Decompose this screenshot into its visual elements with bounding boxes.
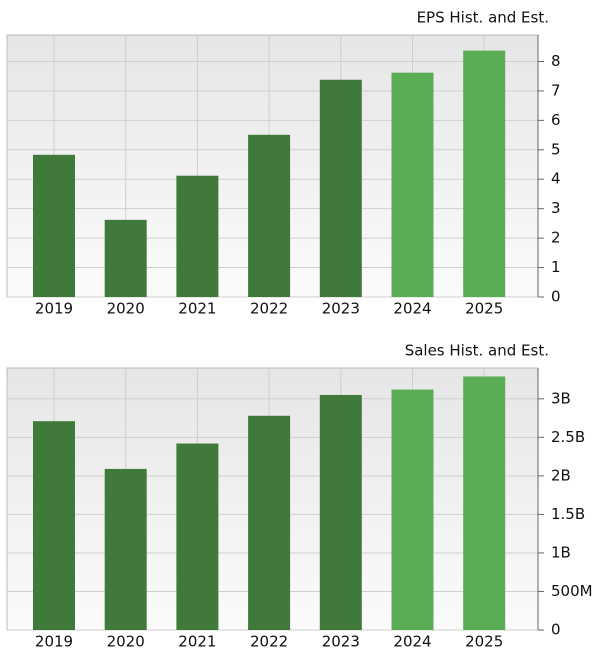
x-tick-label: 2019 [35, 633, 73, 651]
bar [391, 389, 434, 630]
x-tick-label: 2021 [178, 300, 216, 318]
bar [248, 134, 291, 297]
x-tick-label: 2023 [322, 300, 360, 318]
x-tick-label: 2024 [393, 300, 431, 318]
y-tick-label: 3 [551, 199, 561, 217]
y-tick-label: 1.5B [551, 505, 585, 523]
bar [319, 79, 362, 298]
bar [176, 175, 219, 297]
bar [391, 72, 434, 297]
y-tick-label: 2B [551, 466, 571, 484]
chart-title: EPS Hist. and Est. [417, 9, 549, 27]
bar [463, 376, 506, 630]
bar [463, 50, 506, 297]
bar [104, 219, 147, 297]
bar [319, 394, 362, 630]
x-tick-label: 2020 [107, 300, 145, 318]
y-tick-label: 6 [551, 111, 561, 129]
x-tick-label: 2022 [250, 300, 288, 318]
x-tick-label: 2023 [322, 633, 360, 651]
y-tick-label: 3B [551, 389, 571, 407]
bar [33, 154, 75, 297]
y-tick-label: 2.5B [551, 428, 585, 446]
y-tick-label: 7 [551, 81, 561, 99]
y-tick-label: 4 [551, 170, 561, 188]
y-tick-label: 0 [551, 621, 561, 639]
y-tick-label: 1B [551, 543, 571, 561]
bar [248, 415, 291, 630]
x-tick-label: 2020 [107, 633, 145, 651]
x-tick-label: 2025 [465, 300, 503, 318]
bar [104, 468, 147, 630]
x-tick-label: 2021 [178, 633, 216, 651]
y-tick-label: 2 [551, 229, 561, 247]
x-tick-label: 2025 [465, 633, 503, 651]
y-tick-label: 0 [551, 288, 561, 306]
y-tick-label: 500M [551, 582, 593, 600]
bar [176, 443, 219, 630]
y-tick-label: 5 [551, 140, 561, 158]
chart-title: Sales Hist. and Est. [405, 342, 549, 360]
y-tick-label: 8 [551, 52, 561, 70]
y-tick-label: 1 [551, 258, 561, 276]
x-tick-label: 2024 [393, 633, 431, 651]
bar [33, 421, 75, 630]
x-tick-label: 2019 [35, 300, 73, 318]
x-tick-label: 2022 [250, 633, 288, 651]
